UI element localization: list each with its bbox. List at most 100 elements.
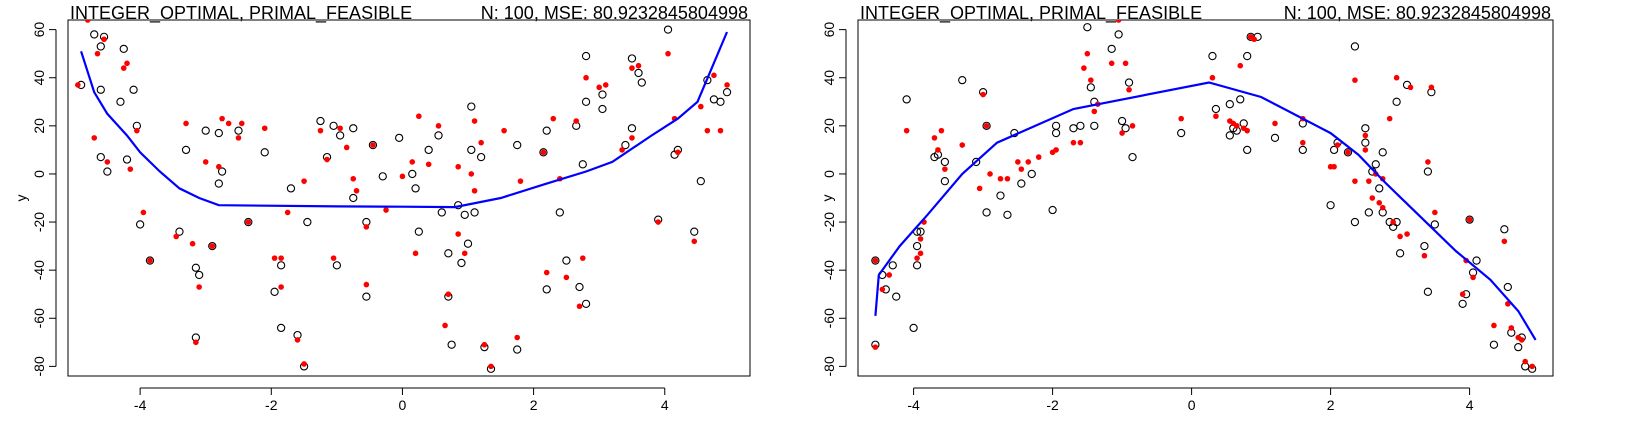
observed-point: [437, 208, 446, 217]
observed-point: [912, 261, 922, 270]
fitted-point: [442, 322, 448, 329]
fitted-point: [619, 147, 625, 153]
fitted-point: [1081, 65, 1087, 71]
fitted-point: [1251, 36, 1257, 43]
observed-point: [578, 160, 587, 169]
observed-point: [1117, 116, 1127, 126]
observed-point: [562, 256, 571, 265]
fitted-point: [579, 255, 586, 261]
title-right: N: 100, MSE: 80.9232845804998: [481, 3, 748, 23]
fitted-point: [1529, 363, 1535, 370]
observed-point: [286, 184, 296, 193]
observed-point: [145, 256, 155, 265]
fitted-point: [189, 240, 196, 247]
y-tick-label: 20: [821, 118, 837, 134]
observed-point: [444, 249, 453, 258]
fitted-point: [655, 219, 661, 225]
fitted-point: [353, 187, 360, 194]
fitted-point: [1466, 216, 1473, 223]
observed-point: [316, 116, 325, 126]
fitted-point: [635, 62, 642, 69]
observed-point: [1243, 145, 1252, 155]
fitted-point: [1237, 62, 1244, 69]
fitted-point: [1362, 147, 1369, 153]
fitted-point: [127, 166, 134, 172]
observed-point: [463, 239, 473, 248]
fitted-point: [1407, 84, 1414, 91]
fitted-point: [1331, 163, 1337, 170]
fitted-point: [409, 159, 416, 165]
observed-point: [958, 75, 967, 85]
observed-point: [1051, 128, 1061, 138]
observed-point: [1177, 128, 1186, 138]
fitted-point: [383, 207, 389, 213]
fitted-point: [370, 142, 376, 148]
fitted-point: [416, 113, 422, 120]
observed-point: [1371, 160, 1380, 169]
observed-point: [378, 172, 387, 181]
observed-point: [276, 261, 286, 270]
fitted-point: [301, 361, 307, 367]
fitted-point: [1432, 209, 1438, 216]
observed-point: [513, 140, 522, 150]
fitted-point: [183, 120, 189, 127]
fitted-point: [1053, 147, 1059, 153]
y-tick-label: 60: [31, 22, 47, 38]
fitted-point: [193, 339, 199, 346]
fitted-point: [317, 127, 324, 134]
fitted-point: [471, 118, 478, 124]
observed-point: [1121, 124, 1130, 133]
fitted-point: [517, 178, 524, 184]
fitted-point: [363, 281, 370, 288]
fitted-point: [1362, 132, 1369, 139]
fitted-point: [481, 341, 488, 348]
y-tick-label: 40: [31, 70, 47, 86]
fitted-point: [1428, 84, 1435, 91]
x-tick-label: -4: [907, 397, 920, 413]
fitted-point: [245, 219, 252, 225]
x-tick-label: 2: [530, 397, 538, 413]
x-tick-label: 0: [399, 397, 407, 413]
y-axis-label: y: [13, 195, 29, 202]
y-tick-label: 40: [821, 70, 837, 86]
plot-frame: [67, 19, 751, 377]
observed-point: [201, 126, 210, 135]
x-tick-label: 2: [1327, 397, 1335, 413]
fitted-point: [1122, 60, 1129, 67]
observed-point: [181, 145, 191, 155]
y-tick-label: -60: [821, 308, 837, 328]
observed-point: [244, 217, 253, 227]
observed-point: [971, 157, 981, 167]
fitted-point: [173, 233, 180, 240]
fitted-point: [543, 269, 550, 276]
fitted-point: [140, 209, 147, 216]
observed-point: [1076, 121, 1085, 130]
observed-point: [555, 208, 564, 217]
observed-point: [892, 292, 901, 301]
fitted-point: [1233, 123, 1240, 129]
observed-point: [1375, 184, 1384, 193]
fitted-point: [983, 123, 990, 129]
fitted-point: [461, 250, 468, 257]
fitted-point: [1126, 86, 1132, 93]
fitted-point: [278, 255, 284, 261]
observed-point: [349, 193, 358, 203]
observed-point: [1326, 201, 1335, 210]
observed-point: [1211, 104, 1221, 114]
fitted-point: [573, 118, 580, 124]
observed-point: [470, 208, 479, 217]
observed-point: [195, 270, 204, 280]
fitted-point: [261, 125, 268, 132]
plot-area: [75, 20, 732, 373]
fitted-point: [1390, 219, 1396, 225]
observed-point: [940, 157, 950, 167]
observed-point: [1500, 225, 1509, 234]
observed-point: [1458, 299, 1467, 308]
observed-point: [871, 256, 880, 265]
fitted-point: [219, 115, 225, 122]
observed-point: [1361, 124, 1370, 133]
fitted-point: [147, 257, 153, 264]
observed-point: [1465, 215, 1474, 224]
observed-point: [539, 148, 548, 157]
fitted-point: [455, 231, 461, 237]
